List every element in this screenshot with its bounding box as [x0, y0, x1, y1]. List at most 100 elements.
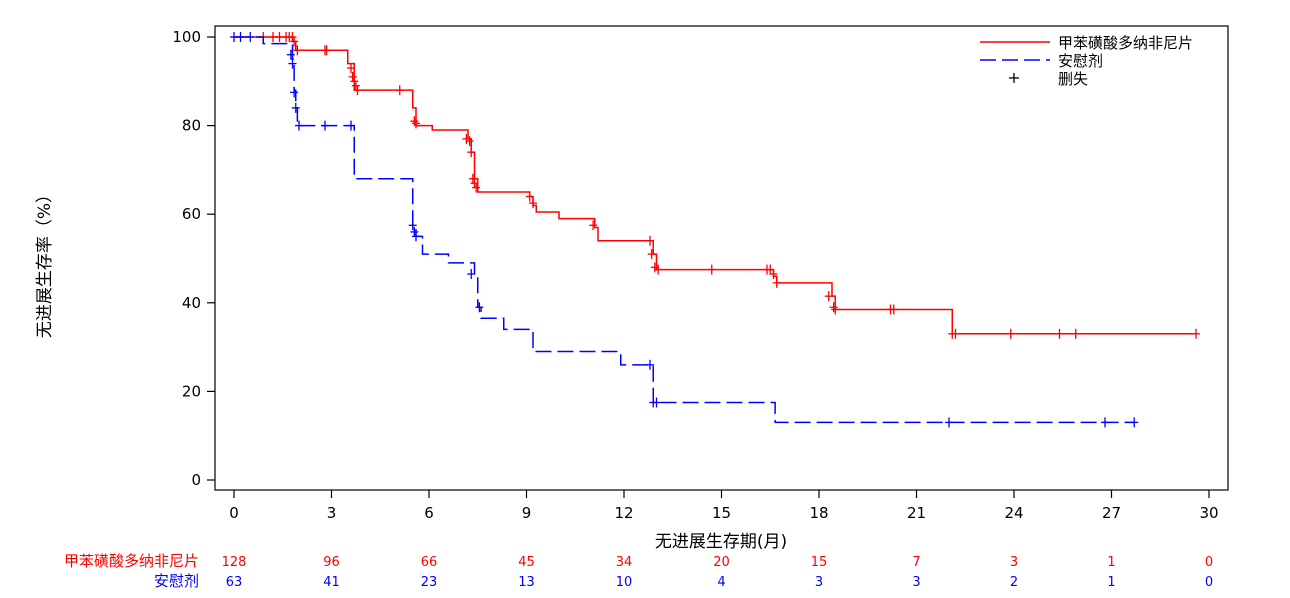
y-axis-title: 无进展生存率（%） — [35, 186, 55, 338]
censor-mark-0-16 — [410, 116, 419, 127]
x-tick-label-27: 27 — [1102, 504, 1121, 522]
censor-mark-0-30 — [654, 264, 663, 275]
series-layer — [230, 32, 1200, 428]
y-tick-label-0: 0 — [191, 471, 201, 489]
risk-value-0-4: 34 — [616, 555, 633, 570]
x-tick-label-18: 18 — [809, 504, 828, 522]
risk-row-label-1: 安慰剂 — [154, 572, 199, 590]
censor-mark-0-45 — [1071, 328, 1080, 339]
legend-label-censored: 删失 — [1058, 70, 1088, 88]
risk-row-label-0: 甲苯磺酸多纳非尼片 — [64, 552, 199, 570]
risk-value-1-6: 3 — [815, 575, 823, 590]
censor-mark-1-12 — [412, 231, 420, 242]
series-line-1 — [234, 36, 1135, 424]
censor-mark-1-10 — [408, 220, 417, 231]
censor-mark-0-44 — [1055, 328, 1064, 339]
censor-mark-1-8 — [321, 120, 329, 131]
censor-mark-1-17 — [652, 397, 661, 408]
x-tick-label-21: 21 — [907, 504, 926, 522]
censor-mark-1-14 — [475, 302, 484, 313]
legend-label-donafenib: 甲苯磺酸多纳非尼片 — [1058, 34, 1193, 52]
censor-mark-1-18 — [945, 417, 953, 428]
risk-value-1-2: 23 — [421, 575, 438, 590]
censor-mark-0-10 — [347, 63, 355, 74]
risk-value-0-0: 128 — [222, 555, 247, 570]
y-tick-label-60: 60 — [182, 205, 201, 223]
risk-value-0-2: 66 — [421, 555, 438, 570]
censor-mark-0-13 — [351, 80, 360, 91]
censor-mark-1-1 — [236, 32, 245, 42]
x-axis: 0 3 6 9 12 15 18 21 24 27 30 — [229, 490, 1219, 522]
x-tick-label-3: 3 — [327, 504, 337, 522]
risk-value-0-8: 3 — [1010, 555, 1018, 570]
censor-mark-1-3 — [286, 49, 295, 60]
censor-mark-0-6 — [290, 36, 299, 47]
censor-mark-0-28 — [647, 249, 656, 260]
risk-value-1-0: 63 — [226, 575, 243, 590]
censor-mark-0-27 — [646, 235, 654, 246]
censor-mark-1-11 — [410, 226, 419, 237]
legend-label-placebo: 安慰剂 — [1058, 52, 1103, 70]
censor-mark-0-37 — [829, 302, 838, 313]
risk-value-1-3: 13 — [518, 575, 535, 590]
censor-mark-0-11 — [348, 71, 357, 82]
risk-value-1-7: 3 — [912, 575, 920, 590]
censor-mark-0-43 — [1006, 328, 1015, 339]
censor-mark-0-34 — [769, 269, 778, 280]
censor-mark-0-36 — [824, 291, 833, 302]
legend-censor-marker — [1009, 73, 1019, 83]
risk-value-0-5: 20 — [713, 555, 730, 570]
risk-value-1-1: 41 — [323, 575, 340, 590]
legend: 甲苯磺酸多纳非尼片 安慰剂 删失 — [980, 34, 1193, 88]
censor-mark-1-15 — [646, 359, 654, 370]
censor-mark-0-14 — [353, 85, 362, 96]
censor-mark-0-19 — [465, 136, 474, 147]
censor-mark-0-12 — [350, 76, 359, 87]
censor-mark-1-19 — [1101, 417, 1109, 428]
censor-mark-0-15 — [395, 85, 404, 96]
censor-mark-0-17 — [412, 118, 420, 129]
censor-mark-1-4 — [288, 58, 297, 69]
risk-value-0-9: 1 — [1107, 555, 1115, 570]
censor-mark-0-42 — [951, 328, 960, 339]
censor-mark-0-20 — [467, 147, 476, 158]
risk-value-0-3: 45 — [518, 555, 535, 570]
risk-value-1-8: 2 — [1010, 575, 1018, 590]
x-tick-label-9: 9 — [522, 504, 532, 522]
x-axis-title: 无进展生存期(月) — [655, 532, 787, 552]
censor-mark-1-9 — [347, 120, 355, 131]
risk-value-0-10: 0 — [1205, 555, 1213, 570]
censor-mark-1-7 — [295, 120, 303, 131]
x-tick-label-0: 0 — [229, 504, 239, 522]
censor-mark-0-24 — [525, 191, 534, 202]
risk-value-1-9: 1 — [1107, 575, 1115, 590]
censor-mark-0-38 — [831, 304, 840, 315]
censor-mark-0-35 — [772, 277, 781, 288]
censor-mark-0-5 — [288, 32, 297, 42]
censor-mark-1-2 — [246, 32, 255, 42]
censor-mark-0-21 — [468, 173, 477, 184]
risk-value-1-10: 0 — [1205, 575, 1213, 590]
y-tick-label-80: 80 — [182, 117, 201, 135]
x-tick-label-6: 6 — [424, 504, 434, 522]
censor-mark-0-31 — [707, 264, 716, 275]
censor-mark-0-46 — [1192, 328, 1200, 339]
censor-mark-1-20 — [1130, 417, 1139, 428]
censor-mark-1-13 — [467, 269, 476, 280]
risk-value-0-7: 7 — [912, 555, 920, 570]
risk-value-0-1: 96 — [323, 555, 340, 570]
censor-mark-0-7 — [293, 45, 302, 56]
censor-mark-1-5 — [290, 87, 299, 98]
censor-mark-0-22 — [470, 178, 479, 189]
risk-value-1-4: 10 — [616, 575, 633, 590]
censor-mark-0-40 — [889, 304, 898, 315]
x-tick-label-24: 24 — [1004, 504, 1023, 522]
x-tick-label-15: 15 — [712, 504, 731, 522]
y-tick-label-40: 40 — [182, 294, 201, 312]
x-tick-label-30: 30 — [1199, 504, 1218, 522]
plot-frame — [214, 25, 1229, 491]
y-tick-label-100: 100 — [172, 28, 201, 46]
risk-value-0-6: 15 — [811, 555, 828, 570]
